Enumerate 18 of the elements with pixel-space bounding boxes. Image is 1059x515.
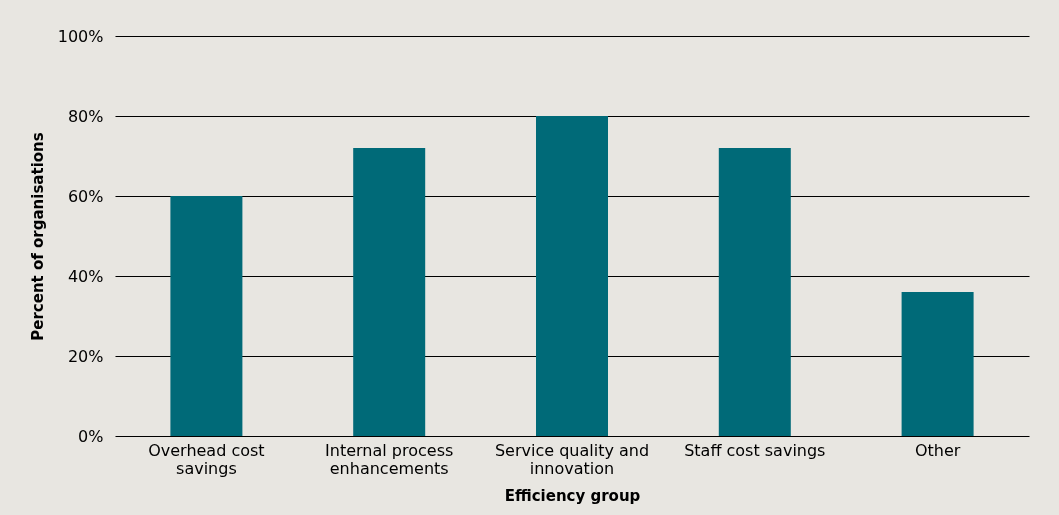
y-tick-label: 100% xyxy=(57,26,104,46)
y-tick-label: 60% xyxy=(67,186,104,206)
x-tick-label: Overhead cost savings xyxy=(148,440,265,478)
x-axis-title: Efficiency group xyxy=(504,486,641,505)
bar xyxy=(170,196,243,436)
bar xyxy=(718,148,791,436)
x-tick-label: Staff cost savings xyxy=(684,440,826,460)
x-tick-label: Internal process enhancements xyxy=(325,440,454,478)
y-tick-label: 0% xyxy=(78,426,104,446)
y-tick-label: 40% xyxy=(67,266,104,286)
x-tick-label: Service quality and innovation xyxy=(494,440,650,478)
y-tick-label: 80% xyxy=(67,106,104,126)
x-tick-label: Other xyxy=(914,440,961,460)
bar xyxy=(353,148,426,436)
y-tick-label: 20% xyxy=(67,346,104,366)
bar xyxy=(536,116,608,436)
bar xyxy=(901,292,974,436)
y-axis-title: Percent of organisations xyxy=(28,132,47,341)
